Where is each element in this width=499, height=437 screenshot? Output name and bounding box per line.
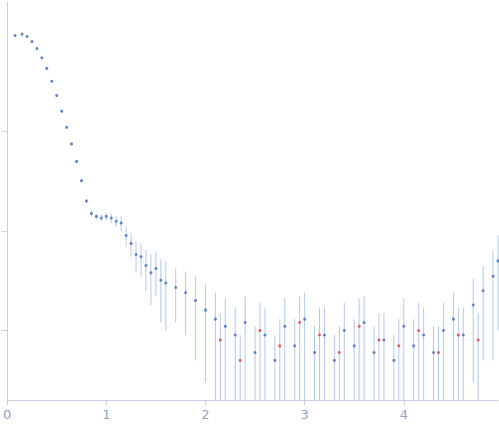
svg-text:3: 3 — [300, 407, 308, 422]
svg-text:0: 0 — [3, 407, 11, 422]
svg-text:4: 4 — [400, 407, 408, 422]
svg-text:1: 1 — [102, 407, 110, 422]
svg-text:2: 2 — [201, 407, 209, 422]
